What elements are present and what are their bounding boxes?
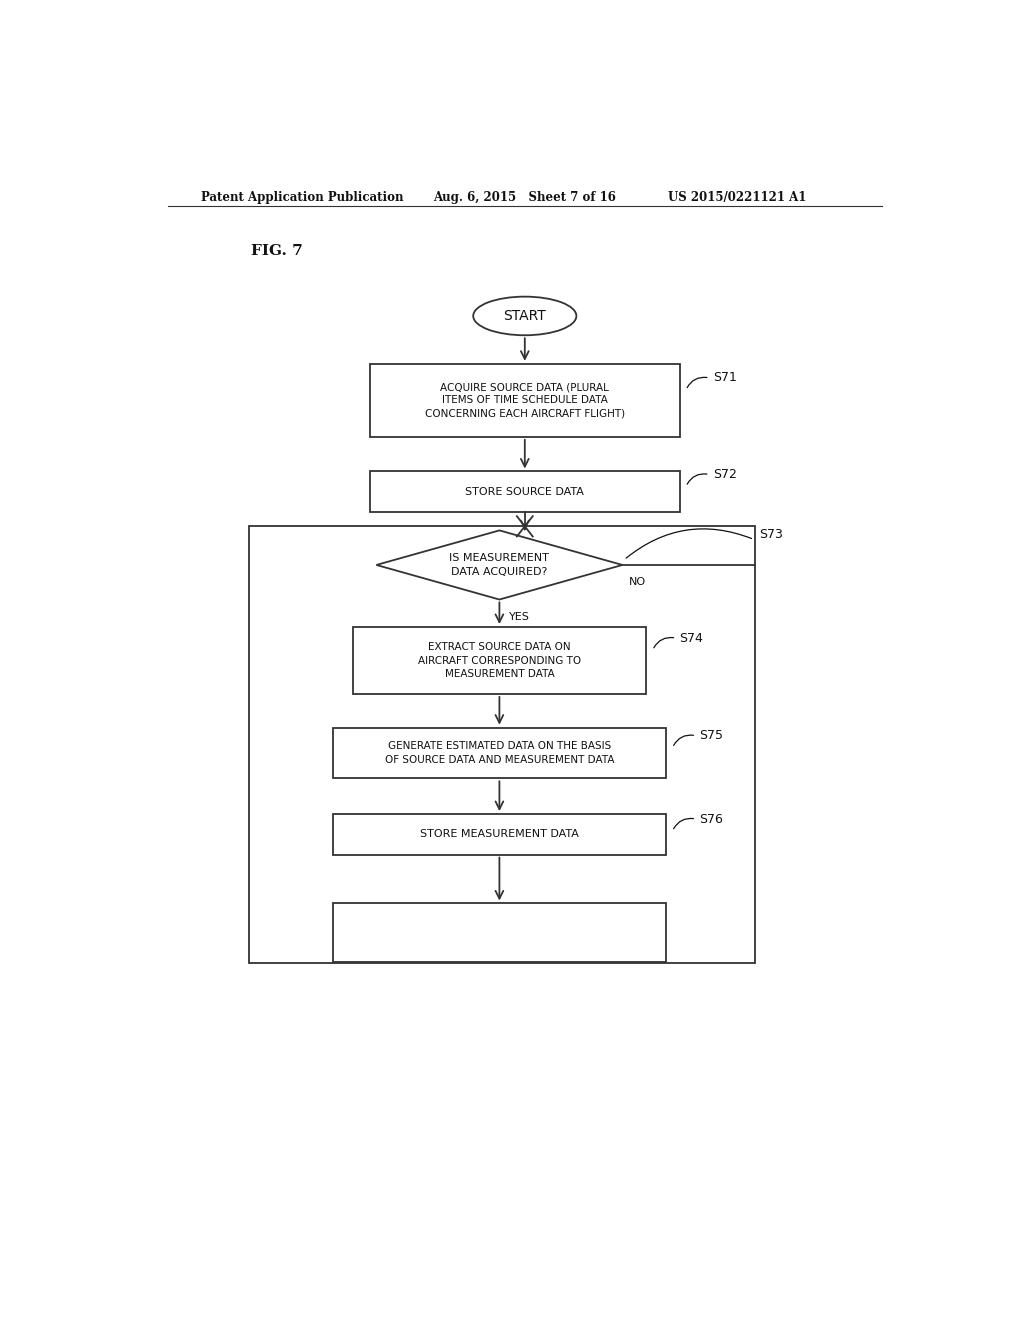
Text: S73: S73 bbox=[759, 528, 782, 541]
Text: S76: S76 bbox=[699, 813, 723, 825]
Text: S75: S75 bbox=[699, 729, 723, 742]
Text: START: START bbox=[504, 309, 546, 323]
Text: Patent Application Publication: Patent Application Publication bbox=[201, 190, 403, 203]
Text: YES: YES bbox=[509, 612, 529, 622]
Text: FIG. 7: FIG. 7 bbox=[251, 244, 303, 257]
Text: Aug. 6, 2015   Sheet 7 of 16: Aug. 6, 2015 Sheet 7 of 16 bbox=[433, 190, 616, 203]
Text: STORE SOURCE DATA: STORE SOURCE DATA bbox=[465, 487, 585, 496]
Text: EXTRACT SOURCE DATA ON
AIRCRAFT CORRESPONDING TO
MEASUREMENT DATA: EXTRACT SOURCE DATA ON AIRCRAFT CORRESPO… bbox=[418, 643, 581, 678]
Text: NO: NO bbox=[629, 577, 646, 587]
Text: S71: S71 bbox=[713, 371, 736, 384]
Text: GENERATE ESTIMATED DATA ON THE BASIS
OF SOURCE DATA AND MEASUREMENT DATA: GENERATE ESTIMATED DATA ON THE BASIS OF … bbox=[385, 742, 614, 764]
Text: S72: S72 bbox=[713, 469, 736, 480]
Text: IS MEASUREMENT
DATA ACQUIRED?: IS MEASUREMENT DATA ACQUIRED? bbox=[450, 553, 549, 577]
Text: S74: S74 bbox=[680, 632, 703, 644]
Text: STORE MEASUREMENT DATA: STORE MEASUREMENT DATA bbox=[420, 829, 579, 840]
Text: US 2015/0221121 A1: US 2015/0221121 A1 bbox=[668, 190, 806, 203]
Text: ACQUIRE SOURCE DATA (PLURAL
ITEMS OF TIME SCHEDULE DATA
CONCERNING EACH AIRCRAFT: ACQUIRE SOURCE DATA (PLURAL ITEMS OF TIM… bbox=[425, 381, 625, 418]
